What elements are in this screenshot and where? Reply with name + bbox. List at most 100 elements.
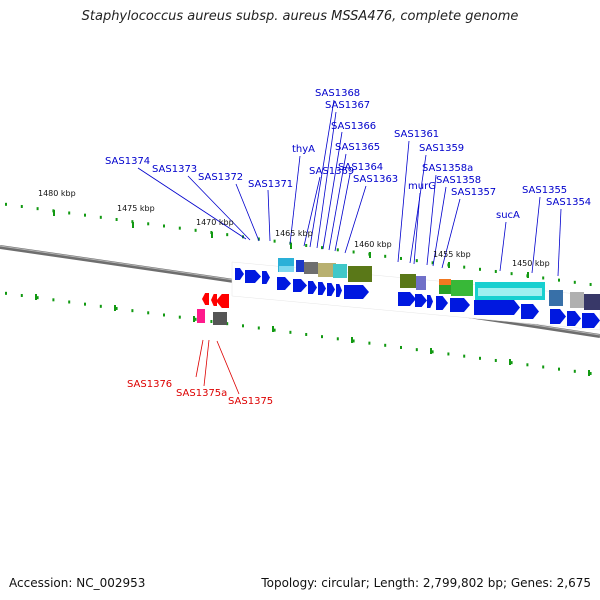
label-leader-line (235, 183, 260, 242)
feature-box (549, 290, 563, 306)
label-leader-line (397, 140, 410, 263)
gene-label-murg[interactable]: murG (408, 181, 436, 192)
gene-label-sas1364[interactable]: SAS1364 (338, 162, 383, 173)
ruler-dot-lower (510, 361, 513, 365)
ruler-dot-lower (494, 358, 497, 362)
ruler-dot-lower (20, 293, 23, 297)
feature-box (478, 288, 542, 296)
forward-gene-arrow (550, 309, 566, 324)
feature-box (584, 294, 600, 310)
feature-boxes (278, 258, 600, 310)
gene-label-thya[interactable]: thyA (292, 144, 315, 155)
ruler-dot-lower (463, 354, 466, 358)
label-leader-line (289, 155, 301, 245)
ruler-dot-lower (242, 324, 244, 328)
gene-label-sas1367[interactable]: SAS1367 (325, 100, 370, 111)
forward-gene-arrow (450, 298, 470, 312)
ruler-label-1475: 1475 kbp (117, 204, 155, 213)
gene-label-sas1358a[interactable]: SAS1358a (422, 163, 473, 174)
gene-label-sas1374[interactable]: SAS1374 (105, 156, 150, 167)
gene-label-sas1373[interactable]: SAS1373 (152, 164, 197, 175)
ruler-dot (321, 246, 323, 250)
reverse-gene-arrow (202, 293, 209, 305)
gene-label-sas1371[interactable]: SAS1371 (248, 179, 293, 190)
label-leader-line (328, 153, 347, 251)
gene-label-sas1354[interactable]: SAS1354 (546, 197, 591, 208)
ruler-dot-lower (589, 371, 592, 375)
reverse-genes (197, 293, 229, 325)
ruler-dot (589, 282, 592, 286)
ruler-dot (352, 250, 355, 254)
gene-label-sas1363[interactable]: SAS1363 (353, 174, 398, 185)
gene-label-sas1359[interactable]: SAS1359 (419, 143, 464, 154)
ruler-dot-lower (178, 315, 181, 319)
gene-label-sas1366[interactable]: SAS1366 (331, 121, 376, 132)
ruler-major-tick-lower (430, 348, 432, 354)
ruler-dot (336, 248, 339, 252)
length-value: 2,799,802 bp (422, 576, 503, 590)
gene-label-sas1369[interactable]: SAS1369 (309, 166, 354, 177)
forward-gene-arrow (308, 281, 317, 294)
ruler-major-tick-lower (272, 326, 274, 332)
gene-label-suca[interactable]: sucA (496, 210, 520, 221)
accession-label: Accession: (9, 576, 73, 590)
ruler-dot-lower (336, 337, 339, 341)
ruler-dot (494, 269, 497, 273)
forward-gene-arrow (336, 284, 342, 297)
forward-gene-arrow (521, 304, 539, 319)
ruler-dot (194, 228, 197, 232)
gene-label-sas1361[interactable]: SAS1361 (394, 129, 439, 140)
gene-label-sas1376[interactable]: SAS1376 (127, 379, 172, 390)
gene-label-sas1357[interactable]: SAS1357 (451, 187, 496, 198)
label-leader-line (426, 174, 437, 266)
ruler-dot (273, 239, 276, 243)
ruler-major-tick-lower (35, 294, 37, 300)
reverse-feature-box (197, 309, 205, 323)
forward-gene-labels: SAS1374 SAS1373 SAS1372 SAS1371 thyA SAS… (105, 88, 591, 221)
ruler-label-1455: 1455 kbp (433, 250, 471, 259)
ruler-dot (384, 254, 387, 258)
ruler-dot (510, 272, 513, 276)
gene-label-sas1375a[interactable]: SAS1375a (176, 388, 227, 399)
ruler-dot (84, 213, 86, 217)
gene-label-sas1372[interactable]: SAS1372 (198, 172, 243, 183)
ruler-dot-lower (131, 309, 134, 313)
forward-gene-arrow (398, 292, 416, 306)
gene-label-sas1358[interactable]: SAS1358 (436, 175, 481, 186)
ruler-label-1480: 1480 kbp (38, 189, 76, 198)
ruler-dot-lower (479, 356, 481, 360)
label-leader-line (267, 189, 271, 242)
topology-value: circular (321, 576, 366, 590)
forward-genes (235, 268, 600, 328)
ruler-dot (131, 220, 134, 224)
ruler-dot (115, 217, 118, 221)
accession-info: Accession: NC_002953 (9, 576, 145, 590)
forward-gene-arrow (344, 285, 369, 299)
forward-gene-arrow (327, 283, 335, 296)
label-leader-line-reverse (195, 339, 204, 378)
ruler-major-tick (527, 272, 529, 278)
ruler-dot (257, 237, 260, 241)
ruler-major-tick (448, 262, 450, 268)
gene-label-sas1375[interactable]: SAS1375 (228, 396, 273, 407)
gene-label-sas1355[interactable]: SAS1355 (522, 185, 567, 196)
ruler-major-tick-lower (351, 337, 353, 343)
accession-value: NC_002953 (76, 576, 146, 590)
gene-label-sas1365[interactable]: SAS1365 (335, 142, 380, 153)
label-leader-line (316, 111, 337, 249)
label-leader-line (557, 208, 562, 277)
ruler-dot-lower (163, 313, 165, 317)
gene-label-sas1368[interactable]: SAS1368 (315, 88, 360, 99)
label-leader-line-reverse (216, 340, 240, 395)
label-leaders (137, 99, 562, 395)
label-leader-line (187, 175, 251, 241)
ruler-major-tick (211, 232, 213, 238)
ruler-label-1460: 1460 kbp (354, 240, 392, 249)
ruler-dot-lower (558, 367, 560, 371)
label-leader-line (137, 167, 247, 240)
genome-stats: Topology: circular; Length: 2,799,802 bp… (261, 576, 591, 590)
ruler-dot (178, 226, 181, 230)
ruler-dot-lower (210, 319, 213, 323)
label-leader-line (322, 131, 343, 250)
